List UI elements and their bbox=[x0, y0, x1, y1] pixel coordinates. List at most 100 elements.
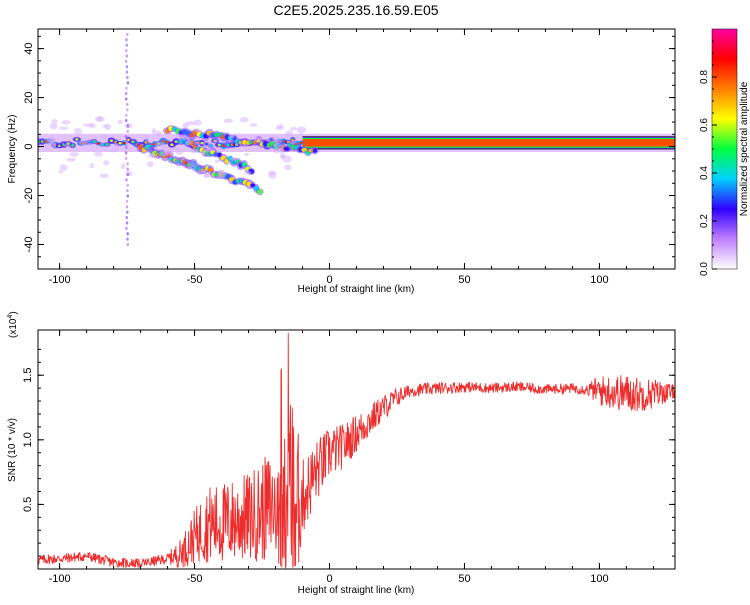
spike-point bbox=[124, 156, 128, 160]
spike-point bbox=[126, 81, 130, 85]
faint-point bbox=[69, 151, 79, 157]
spike-point bbox=[126, 124, 130, 128]
faint-point bbox=[284, 164, 292, 171]
faint-point bbox=[229, 134, 235, 140]
spike-point bbox=[124, 59, 128, 63]
colorbar: 0.0 0.2 0.4 0.6 0.8 Normalized spectral ampl… bbox=[699, 28, 750, 276]
colorbar-tick-label: 0.0 bbox=[699, 262, 710, 276]
faint-point bbox=[249, 123, 258, 127]
faint-point bbox=[155, 130, 162, 137]
spike-point bbox=[126, 242, 130, 247]
faint-point bbox=[101, 134, 109, 141]
faint-point bbox=[164, 149, 175, 156]
spectrogram-blob bbox=[144, 141, 148, 144]
spectrogram-y-tick-label: -40 bbox=[23, 237, 35, 253]
faint-point bbox=[244, 170, 252, 175]
spike-point bbox=[126, 102, 129, 107]
faint-point bbox=[59, 164, 68, 172]
snr-x-tick-label: 100 bbox=[590, 573, 608, 585]
spectrogram-x-tick-label: 100 bbox=[590, 274, 608, 286]
snr-y-label: SNR (10 * v/v) bbox=[7, 418, 18, 482]
faint-point bbox=[278, 147, 283, 153]
snr-x-tick-label: -100 bbox=[49, 573, 71, 585]
spectrogram-y-tick-label: 0 bbox=[23, 143, 35, 149]
faint-point bbox=[97, 116, 103, 122]
faint-point bbox=[194, 128, 201, 133]
faint-point bbox=[170, 146, 179, 151]
spike-point bbox=[126, 189, 129, 193]
faint-point bbox=[58, 126, 69, 130]
figure-title: C2E5.2025.235.16.59.E05 bbox=[273, 2, 438, 18]
snr-multiplier: (x104) bbox=[7, 311, 19, 338]
faint-point bbox=[44, 143, 50, 148]
faint-point bbox=[273, 147, 280, 154]
spectrogram-blob bbox=[204, 142, 209, 146]
spectrogram-blob bbox=[226, 143, 230, 147]
spike-point bbox=[126, 183, 129, 187]
faint-point bbox=[198, 169, 207, 174]
spectrogram-blob bbox=[88, 140, 92, 144]
faint-point bbox=[201, 150, 206, 155]
spike-point bbox=[124, 97, 128, 101]
faint-point bbox=[89, 162, 95, 169]
spectrogram-blob bbox=[217, 143, 221, 147]
snr-axes: -100 -50 0 50 100 0.5 1.0 1.5 bbox=[22, 330, 675, 585]
spectrogram-curve-0 bbox=[162, 125, 319, 156]
snr-multiplier-base: (x10 bbox=[8, 318, 19, 338]
faint-point bbox=[64, 142, 70, 148]
faint-point bbox=[175, 149, 184, 156]
spike-point bbox=[126, 237, 129, 241]
faint-point bbox=[114, 142, 119, 150]
faint-point bbox=[212, 139, 219, 143]
spike-point bbox=[125, 145, 128, 150]
faint-point bbox=[273, 139, 282, 144]
faint-point bbox=[268, 172, 277, 179]
snr-panel: -100 -50 0 50 100 0.5 1.0 1.5 Height of straigh… bbox=[7, 311, 676, 596]
faint-point bbox=[46, 136, 57, 144]
spectrogram-blob bbox=[105, 143, 109, 146]
colorbar-label: Normalized spectral amplitude bbox=[739, 81, 750, 216]
spike-point bbox=[125, 70, 129, 74]
colorbar-ticks: 0.0 0.2 0.4 0.6 0.8 bbox=[699, 40, 717, 276]
spike-point bbox=[124, 151, 128, 155]
faint-point bbox=[51, 119, 58, 124]
snr-x-tick-label: 0 bbox=[326, 573, 332, 585]
spectrogram-y-tick-label: 20 bbox=[23, 91, 35, 103]
faint-point bbox=[185, 140, 192, 146]
spectrogram-panel: -100 -50 0 50 100 -40 -20 0 20 40 Height of strai… bbox=[7, 28, 676, 295]
spike-point bbox=[124, 92, 128, 96]
svg-text:(x104): (x104) bbox=[7, 311, 19, 338]
snr-y-tick-label: 1.5 bbox=[22, 368, 34, 383]
faint-point bbox=[79, 139, 87, 146]
spectrogram-x-tick-label: -50 bbox=[187, 274, 203, 286]
curve-point bbox=[257, 189, 263, 195]
faint-point bbox=[289, 139, 297, 145]
spectrogram-blob bbox=[122, 141, 126, 145]
faint-point bbox=[189, 149, 200, 154]
spectrogram-x-tick-label: -100 bbox=[49, 274, 71, 286]
faint-point bbox=[282, 155, 292, 163]
faint-point bbox=[103, 160, 110, 166]
spectrogram-blob bbox=[109, 139, 114, 142]
faint-point bbox=[144, 135, 150, 142]
spectrogram-y-tick-label: 40 bbox=[23, 42, 35, 54]
faint-point bbox=[193, 119, 202, 126]
spike-point bbox=[125, 54, 129, 58]
spike-point bbox=[126, 210, 129, 214]
faint-point bbox=[120, 163, 126, 170]
faint-point bbox=[272, 135, 279, 140]
spike-point bbox=[125, 226, 128, 230]
spike-point bbox=[126, 194, 130, 198]
spectrogram-y-tick-label: -20 bbox=[23, 188, 35, 204]
spectrogram-blob bbox=[131, 140, 135, 144]
spike-point bbox=[125, 43, 129, 47]
spike-point bbox=[125, 205, 129, 209]
spike-point bbox=[125, 38, 128, 42]
faint-point bbox=[66, 157, 77, 162]
snr-multiplier-exp: 4 bbox=[7, 315, 14, 319]
faint-point bbox=[253, 137, 263, 143]
spectrogram-y-label: Frequency (Hz) bbox=[7, 115, 18, 184]
snr-y-tick-label: 0.5 bbox=[22, 497, 34, 512]
